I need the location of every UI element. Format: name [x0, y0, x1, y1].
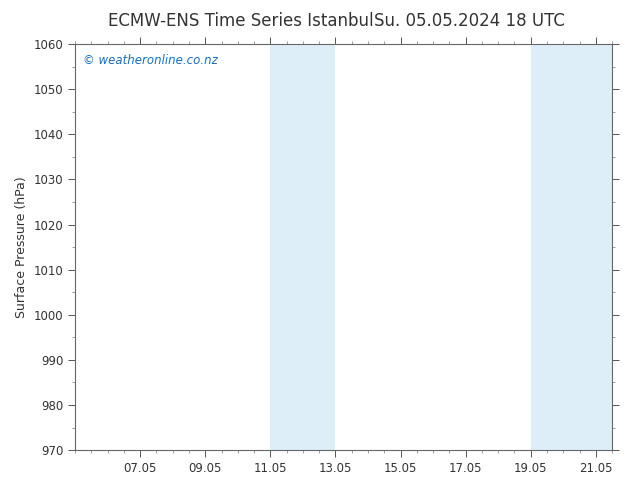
Text: © weatheronline.co.nz: © weatheronline.co.nz	[83, 54, 218, 67]
Text: ECMW-ENS Time Series Istanbul: ECMW-ENS Time Series Istanbul	[108, 12, 373, 30]
Text: Su. 05.05.2024 18 UTC: Su. 05.05.2024 18 UTC	[373, 12, 565, 30]
Y-axis label: Surface Pressure (hPa): Surface Pressure (hPa)	[15, 176, 28, 318]
Bar	[270, 44, 335, 450]
Bar	[531, 44, 612, 450]
